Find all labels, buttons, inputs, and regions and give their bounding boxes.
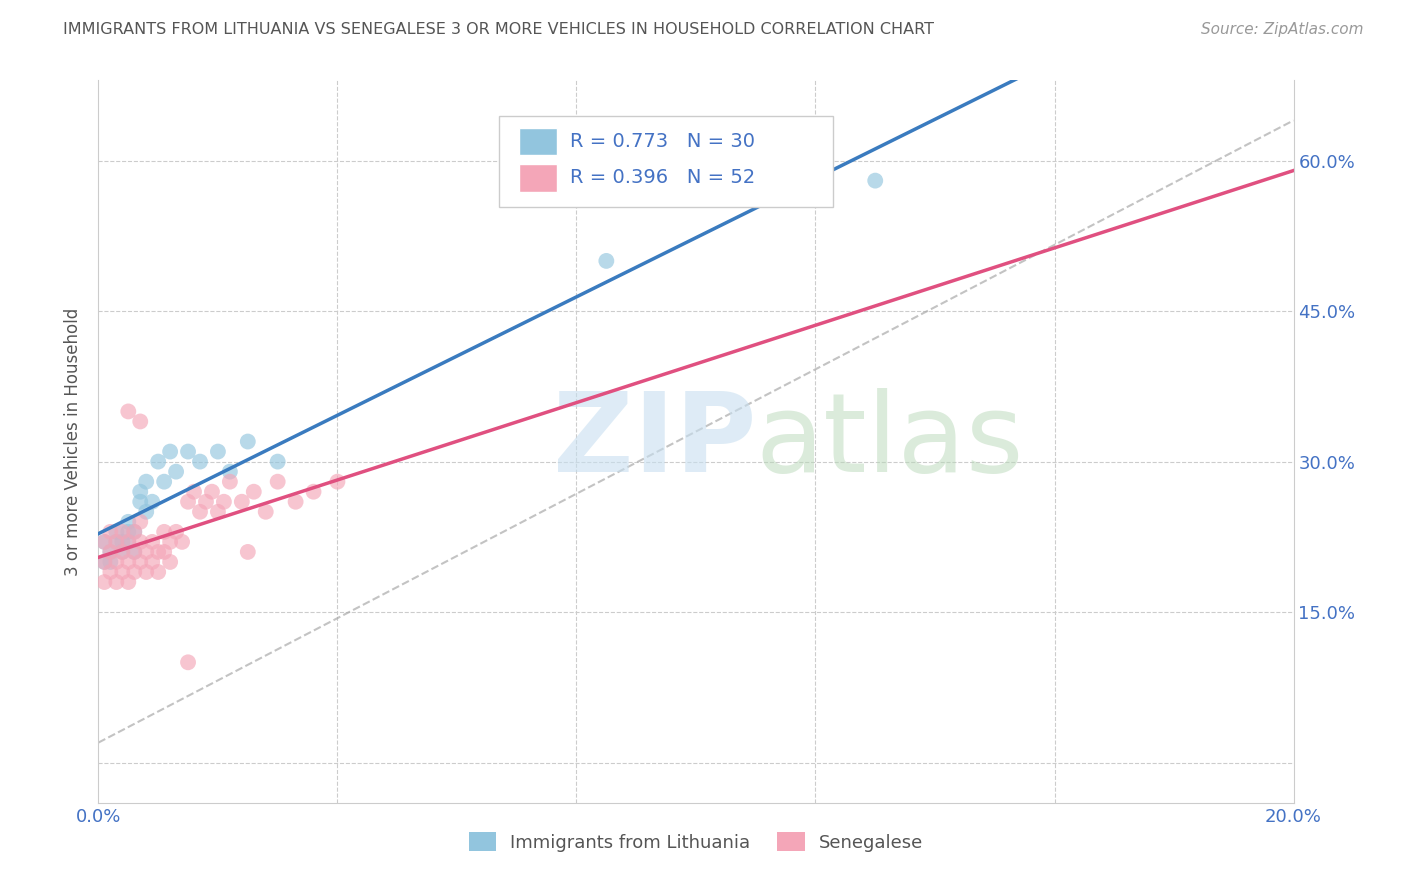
Point [124, 545, 146, 559]
Point [865, 174, 887, 188]
Point [117, 535, 139, 549]
Point [159, 555, 181, 569]
Point [117, 524, 139, 539]
Point [129, 535, 152, 549]
Point [212, 494, 235, 508]
Text: R = 0.773   N = 30: R = 0.773 N = 30 [571, 132, 755, 152]
Point [98, 524, 122, 539]
Text: Source: ZipAtlas.com: Source: ZipAtlas.com [1201, 22, 1364, 37]
Point [267, 455, 290, 469]
Point [135, 475, 157, 489]
Point [93, 555, 115, 569]
Point [153, 524, 176, 539]
Point [177, 444, 200, 458]
Point [153, 475, 176, 489]
Point [105, 555, 128, 569]
Point [207, 505, 229, 519]
Point [177, 494, 200, 508]
Point [231, 494, 253, 508]
Point [111, 565, 134, 579]
Point [267, 475, 290, 489]
Point [165, 524, 187, 539]
Point [159, 444, 181, 458]
Point [105, 575, 128, 590]
Point [98, 545, 122, 559]
Point [141, 555, 163, 569]
Point [135, 565, 157, 579]
Point [129, 515, 152, 529]
Point [93, 555, 115, 569]
Point [98, 545, 122, 559]
FancyBboxPatch shape [519, 128, 557, 155]
FancyBboxPatch shape [499, 117, 834, 207]
Point [172, 535, 194, 549]
Point [165, 465, 187, 479]
Point [284, 494, 307, 508]
Point [595, 254, 617, 268]
Point [183, 484, 205, 499]
Legend: Immigrants from Lithuania, Senegalese: Immigrants from Lithuania, Senegalese [461, 825, 931, 859]
Point [117, 535, 139, 549]
Text: R = 0.396   N = 52: R = 0.396 N = 52 [571, 169, 756, 187]
Point [254, 505, 277, 519]
Point [219, 475, 242, 489]
Point [111, 545, 134, 559]
Point [236, 545, 259, 559]
Point [148, 455, 170, 469]
Point [117, 555, 139, 569]
Point [129, 414, 152, 429]
Point [326, 475, 349, 489]
Point [124, 545, 146, 559]
Point [188, 455, 211, 469]
Point [129, 494, 152, 508]
Text: IMMIGRANTS FROM LITHUANIA VS SENEGALESE 3 OR MORE VEHICLES IN HOUSEHOLD CORRELAT: IMMIGRANTS FROM LITHUANIA VS SENEGALESE … [63, 22, 934, 37]
Point [98, 555, 122, 569]
Point [129, 484, 152, 499]
Y-axis label: 3 or more Vehicles in Household: 3 or more Vehicles in Household [65, 308, 83, 575]
Point [135, 545, 157, 559]
Point [219, 465, 242, 479]
Point [105, 535, 128, 549]
Point [93, 535, 115, 549]
Point [201, 484, 224, 499]
Point [93, 575, 115, 590]
Point [105, 535, 128, 549]
Point [117, 575, 139, 590]
Point [111, 535, 134, 549]
Point [124, 524, 146, 539]
Point [98, 565, 122, 579]
Point [129, 555, 152, 569]
Point [243, 484, 266, 499]
Point [93, 535, 115, 549]
Point [117, 515, 139, 529]
Point [148, 545, 170, 559]
Point [236, 434, 259, 449]
Point [141, 494, 163, 508]
Point [207, 444, 229, 458]
Point [124, 565, 146, 579]
Point [135, 505, 157, 519]
Point [195, 494, 218, 508]
Point [159, 535, 181, 549]
FancyBboxPatch shape [519, 164, 557, 192]
Point [188, 505, 211, 519]
Point [124, 524, 146, 539]
Point [148, 565, 170, 579]
Point [105, 524, 128, 539]
Point [153, 545, 176, 559]
Point [141, 535, 163, 549]
Text: atlas: atlas [756, 388, 1024, 495]
Point [117, 404, 139, 418]
Point [111, 524, 134, 539]
Text: ZIP: ZIP [553, 388, 756, 495]
Point [302, 484, 325, 499]
Point [111, 545, 134, 559]
Point [177, 655, 200, 669]
